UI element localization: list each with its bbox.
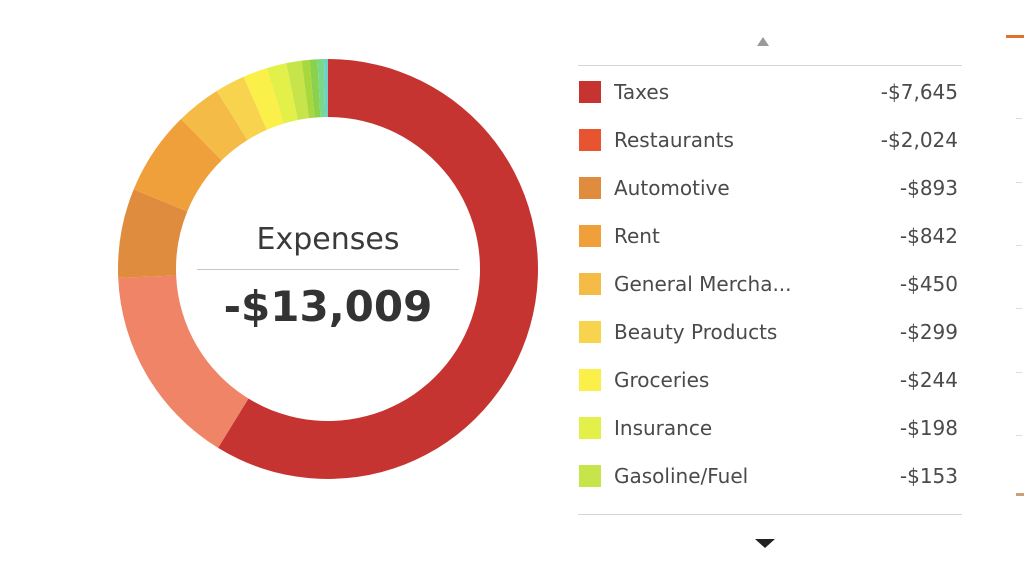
adjacent-panel-gridline	[1016, 308, 1022, 309]
legend-item-gasoline-fuel[interactable]: Gasoline/Fuel -$153	[578, 452, 962, 500]
legend-swatch	[579, 177, 601, 199]
adjacent-panel-gridline	[1016, 182, 1022, 183]
donut-slice-insurance[interactable]	[266, 63, 298, 124]
legend-item-restaurants[interactable]: Restaurants -$2,024	[578, 116, 962, 164]
legend-item-rent[interactable]: Rent -$842	[578, 212, 962, 260]
adjacent-panel-gridline	[1016, 372, 1022, 373]
donut-slice-general-mercha[interactable]	[181, 90, 248, 161]
legend-list: Taxes -$7,645 Restaurants -$2,024 Automo…	[578, 68, 962, 500]
legend-value: -$7,645	[880, 80, 958, 104]
adjacent-panel-edge-marker	[1016, 493, 1024, 496]
legend-value: -$244	[899, 368, 958, 392]
legend-label: Groceries	[614, 368, 710, 392]
adjacent-panel-edge	[1006, 35, 1024, 38]
donut-slice-other[interactable]	[301, 59, 315, 119]
donut-slice-other[interactable]	[324, 59, 328, 118]
legend-swatch	[579, 369, 601, 391]
legend-label: Taxes	[614, 80, 670, 104]
legend-label: Automotive	[614, 176, 730, 200]
legend-swatch	[579, 129, 601, 151]
legend-bottom-divider	[578, 514, 962, 515]
legend-label: Insurance	[614, 416, 713, 440]
donut-slice-automotive[interactable]	[118, 189, 188, 278]
donut-slice-groceries[interactable]	[243, 68, 284, 130]
donut-slice-taxes[interactable]	[218, 59, 538, 479]
legend-item-beauty-products[interactable]: Beauty Products -$299	[578, 308, 962, 356]
legend-swatch	[579, 321, 601, 343]
legend-value: -$2,024	[880, 128, 958, 152]
legend-label: Beauty Products	[614, 320, 778, 344]
legend-item-groceries[interactable]: Groceries -$244	[578, 356, 962, 404]
adjacent-panel-gridline	[1016, 245, 1022, 246]
donut-slice-other[interactable]	[317, 59, 326, 118]
donut-slice-beauty-products[interactable]	[216, 76, 267, 141]
legend-swatch	[579, 273, 601, 295]
legend-label: Gasoline/Fuel	[614, 464, 749, 488]
donut-slice-rent[interactable]	[133, 119, 222, 212]
legend-item-general-merchandise[interactable]: General Mercha... -$450	[578, 260, 962, 308]
legend-item-taxes[interactable]: Taxes -$7,645	[578, 68, 962, 116]
adjacent-panel-gridline	[1016, 118, 1022, 119]
legend-swatch	[579, 465, 601, 487]
legend-swatch	[579, 417, 601, 439]
legend-item-insurance[interactable]: Insurance -$198	[578, 404, 962, 452]
adjacent-panel-gridline	[1016, 435, 1022, 436]
legend-value: -$893	[899, 176, 958, 200]
legend-scroll-up-icon[interactable]	[757, 37, 769, 46]
donut-slice-gasoline-fuel[interactable]	[286, 60, 309, 121]
legend-label: Restaurants	[614, 128, 734, 152]
legend-top-divider	[578, 65, 962, 66]
legend-value: -$153	[899, 464, 958, 488]
legend-value: -$198	[899, 416, 958, 440]
legend-scroll-down-icon[interactable]	[755, 539, 775, 548]
center-divider	[197, 269, 459, 270]
center-total: -$13,009	[223, 282, 433, 331]
legend-swatch	[579, 225, 601, 247]
legend-value: -$842	[899, 224, 958, 248]
legend-value: -$299	[899, 320, 958, 344]
legend-label: General Mercha...	[614, 272, 792, 296]
center-title: Expenses	[256, 222, 400, 257]
legend-swatch	[579, 81, 601, 103]
legend-value: -$450	[899, 272, 958, 296]
legend-item-automotive[interactable]: Automotive -$893	[578, 164, 962, 212]
donut-slice-restaurants[interactable]	[118, 275, 249, 448]
donut-slice-other[interactable]	[309, 59, 321, 118]
legend-label: Rent	[614, 224, 660, 248]
